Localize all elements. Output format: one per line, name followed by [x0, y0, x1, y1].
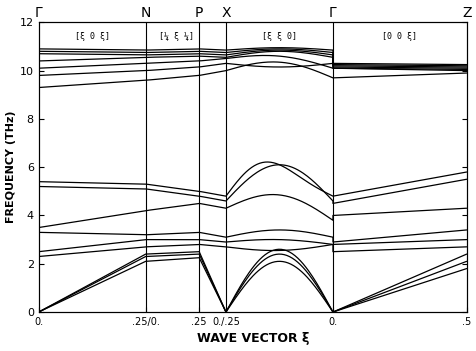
Text: [ξ ξ 0]: [ξ ξ 0]	[261, 32, 297, 41]
Y-axis label: FREQUENCY (THz): FREQUENCY (THz)	[6, 111, 16, 224]
X-axis label: WAVE VECTOR ξ: WAVE VECTOR ξ	[196, 332, 308, 345]
Text: [¼ ξ ¼]: [¼ ξ ¼]	[159, 32, 194, 41]
Text: [ξ 0 ξ]: [ξ 0 ξ]	[75, 32, 109, 41]
Text: [0 0 ξ]: [0 0 ξ]	[382, 32, 416, 41]
